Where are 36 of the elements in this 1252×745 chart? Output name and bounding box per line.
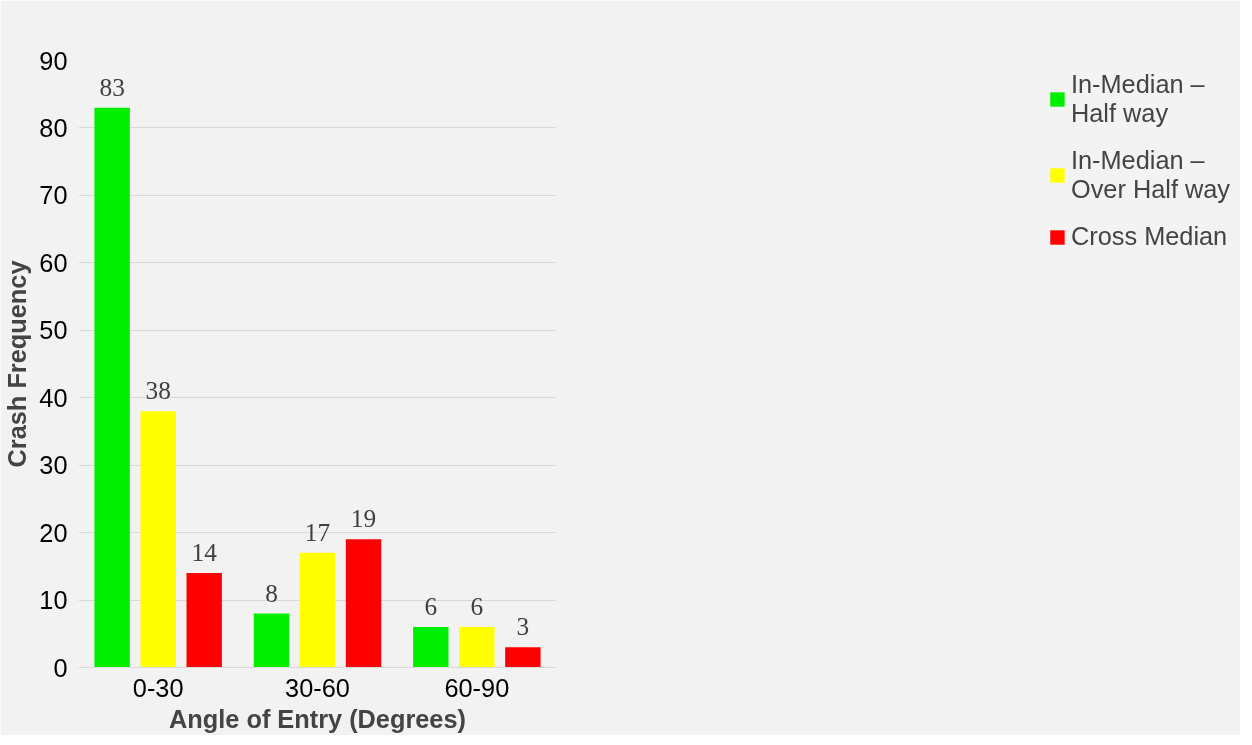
x-tick-label: 30-60 [285,673,350,702]
bar [299,552,336,668]
bar [253,613,290,668]
y-axis-title: Crash Frequency [3,260,32,468]
data-label: 6 [470,592,484,621]
y-tick-label: 60 [39,248,68,277]
data-label: 83 [99,72,125,101]
bar [505,647,541,668]
bar [186,573,222,668]
data-label: 17 [304,517,331,546]
y-tick-label: 80 [39,113,68,142]
data-label: 3 [516,612,530,641]
x-tick-label: 60-90 [444,673,510,702]
data-label: 8 [265,578,278,607]
x-axis-title: Angle of Entry (Degrees) [169,704,466,733]
bar [345,539,382,668]
bar [140,411,176,668]
bar [459,627,495,668]
bar [94,107,130,668]
y-tick-label: 90 [39,46,68,75]
y-tick-label: 70 [39,181,68,210]
y-tick-label: 10 [39,586,68,615]
data-label: 14 [191,538,218,567]
y-tick-label: 20 [39,518,68,547]
legend-label: In-Median – Over Half way [1070,146,1230,204]
legend-label: Cross Median [1070,222,1228,251]
y-tick-label: 30 [39,451,68,480]
legend-label: In-Median – Half way [1070,70,1205,128]
y-tick-label: 40 [39,383,68,412]
y-tick-label: 0 [53,653,68,682]
bar [413,627,449,668]
x-tick-label: 0-30 [132,673,184,702]
data-label: 38 [145,376,171,405]
data-label: 6 [424,592,438,621]
y-tick-label: 50 [39,316,68,345]
data-label: 19 [350,504,377,533]
